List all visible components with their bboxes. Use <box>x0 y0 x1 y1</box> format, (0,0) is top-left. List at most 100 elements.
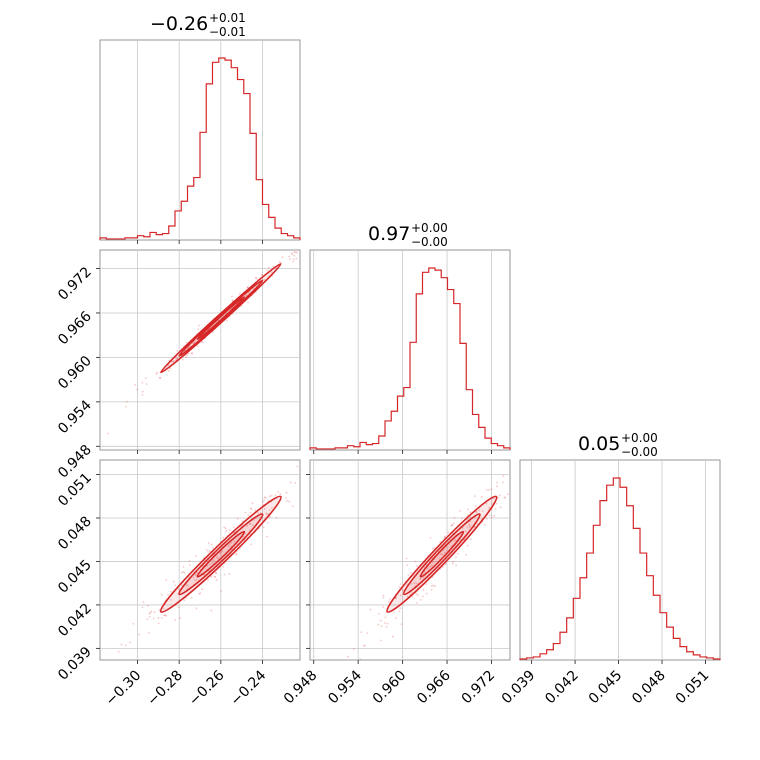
sample-point <box>132 622 135 625</box>
sample-point <box>124 644 127 647</box>
sample-point <box>292 258 295 261</box>
sample-point <box>251 502 254 505</box>
histogram-param1 <box>99 57 301 240</box>
xtick-label-p3-3: 0.048 <box>629 668 669 708</box>
sample-point <box>212 559 215 562</box>
sample-point <box>271 506 273 509</box>
sample-point <box>223 573 226 576</box>
ytick-label-p3-3: 0.048 <box>55 513 95 553</box>
sample-point <box>212 562 214 565</box>
sample-point <box>246 524 249 527</box>
sample-point <box>183 571 186 574</box>
sample-point <box>285 491 288 494</box>
sample-point <box>158 377 161 379</box>
sample-point <box>174 584 177 587</box>
sample-point <box>495 502 498 505</box>
sample-point <box>149 611 152 614</box>
title-param2-upper: +0.00 <box>411 221 448 235</box>
sample-point <box>172 360 175 363</box>
scatter-points <box>107 243 509 660</box>
sample-point <box>359 658 362 660</box>
sample-point <box>182 570 185 573</box>
sample-point <box>487 489 490 491</box>
sample-point <box>410 571 412 574</box>
sample-point <box>194 555 197 558</box>
sample-point <box>420 598 422 601</box>
contour-2-3-0 <box>419 530 465 578</box>
sample-point <box>431 564 433 567</box>
sample-point <box>441 553 444 556</box>
sample-point <box>202 341 204 344</box>
sample-point <box>170 590 172 593</box>
sample-point <box>352 648 355 650</box>
sample-point <box>499 506 502 509</box>
sample-point <box>247 301 250 304</box>
sample-point <box>232 526 235 528</box>
sample-point <box>485 502 488 505</box>
sample-point <box>377 613 380 615</box>
sample-point <box>419 578 422 581</box>
xtick-label-p2-2: 0.960 <box>370 668 410 708</box>
sample-point <box>210 609 213 612</box>
sample-point <box>236 517 239 520</box>
histogram-param3 <box>519 477 721 660</box>
sample-point <box>250 543 253 546</box>
sample-point <box>160 593 163 596</box>
sample-point <box>269 495 271 498</box>
histograms <box>99 57 721 660</box>
sample-point <box>496 481 499 484</box>
xtick-label-p3-1: 0.042 <box>542 668 582 708</box>
sample-point <box>459 510 461 512</box>
sample-point <box>444 563 447 565</box>
sample-point <box>494 507 497 510</box>
sample-point <box>169 599 172 601</box>
sample-point <box>503 496 506 499</box>
sample-point <box>195 607 198 610</box>
ytick-label-p2-1: 0.954 <box>55 397 95 437</box>
panel-2d-param1-param2 <box>99 249 301 451</box>
sample-point <box>293 243 295 245</box>
sample-point <box>194 573 197 576</box>
sample-point <box>230 542 233 544</box>
sample-point <box>201 588 204 591</box>
sample-point <box>469 524 472 527</box>
sample-point <box>386 622 389 625</box>
sample-point <box>453 539 456 541</box>
sample-point <box>221 550 223 553</box>
sample-point <box>429 565 432 568</box>
sample-point <box>157 622 160 625</box>
sample-point <box>382 596 385 599</box>
sample-point <box>182 565 185 568</box>
sample-point <box>215 572 218 575</box>
sample-point <box>174 619 176 621</box>
sample-point <box>299 469 300 471</box>
sample-point <box>207 578 209 581</box>
sample-point <box>198 324 200 327</box>
sample-point <box>249 512 252 514</box>
sample-point <box>502 475 505 477</box>
sample-point <box>466 544 469 547</box>
sample-point <box>234 552 237 555</box>
sample-point <box>215 572 217 574</box>
sample-point <box>263 278 266 281</box>
scatter-group-1-2 <box>107 243 298 435</box>
sample-point <box>294 251 297 254</box>
sample-point <box>155 373 158 375</box>
sample-point <box>228 572 231 575</box>
title-param3-lower: −0.00 <box>621 445 658 459</box>
sample-point <box>197 328 200 331</box>
sample-point <box>296 465 299 468</box>
sample-point <box>248 523 251 526</box>
sample-point <box>292 260 295 263</box>
sample-point <box>469 516 472 519</box>
sample-point <box>156 371 158 374</box>
sample-point <box>249 522 252 525</box>
contour-2-3-1 <box>402 513 481 596</box>
sample-point <box>384 616 387 619</box>
sample-point <box>141 606 144 609</box>
sample-point <box>388 600 390 603</box>
histogram-param2 <box>309 267 511 450</box>
sample-point <box>231 295 233 298</box>
sample-point <box>269 515 271 518</box>
sample-point <box>235 553 238 556</box>
